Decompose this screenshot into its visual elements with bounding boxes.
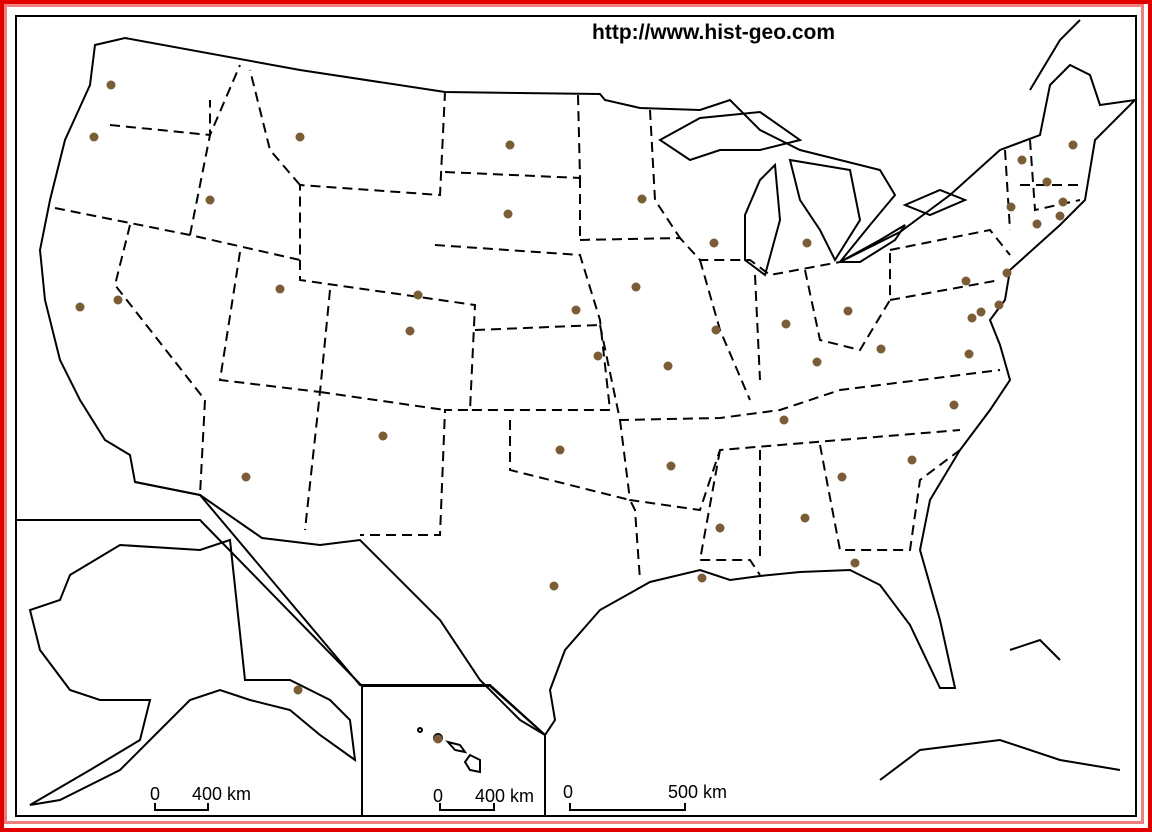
main-scale-label: 500 km <box>668 782 728 802</box>
capital-dot <box>697 573 707 583</box>
lake-superior <box>658 110 803 162</box>
capital-dot <box>1068 140 1078 150</box>
capital-dot <box>715 523 725 533</box>
lake-erie <box>839 224 906 263</box>
capital-dot <box>949 400 959 410</box>
capital-dot <box>711 325 721 335</box>
capital-dot <box>781 319 791 329</box>
map-frame-inner <box>4 4 1144 824</box>
hawaii-scale-bar <box>439 803 495 811</box>
capital-dot <box>1032 219 1042 229</box>
main-scale-zero: 0 <box>563 782 574 802</box>
capital-dot <box>637 194 647 204</box>
capital-dot <box>295 132 305 142</box>
capital-dot <box>850 558 860 568</box>
capital-dot <box>967 313 977 323</box>
lake-huron <box>788 158 862 263</box>
hawaii-islands <box>417 727 481 774</box>
alaska-outline <box>28 538 357 806</box>
capital-dot <box>205 195 215 205</box>
mexico-border <box>134 481 546 816</box>
hawaii-inset-box <box>362 685 546 736</box>
capital-dot <box>1002 268 1012 278</box>
us-outline <box>38 36 1138 737</box>
capital-dot <box>876 344 886 354</box>
capital-dot <box>1006 202 1016 212</box>
capital-dot <box>812 357 822 367</box>
capital-dot <box>555 445 565 455</box>
capital-dot <box>1058 197 1068 207</box>
capital-dot <box>631 282 641 292</box>
capital-dot <box>994 300 1004 310</box>
source-url: http://www.hist-geo.com <box>592 21 836 44</box>
alaska-scale-label: 400 km <box>192 784 252 804</box>
lake-michigan <box>744 162 782 277</box>
capital-dot <box>663 361 673 371</box>
capital-dot <box>709 238 719 248</box>
capital-dot <box>1042 177 1052 187</box>
capital-dot <box>413 290 423 300</box>
capital-dot <box>405 326 415 336</box>
capital-dot <box>503 209 513 219</box>
capital-dot <box>666 461 676 471</box>
canada-coast <box>879 19 1121 781</box>
capital-dot <box>837 472 847 482</box>
capital-dot <box>593 351 603 361</box>
capital-dot <box>976 307 986 317</box>
alaska-inset-box <box>16 519 363 816</box>
capital-dot <box>964 349 974 359</box>
capital-dot <box>505 140 515 150</box>
main-scale-bar <box>569 803 686 811</box>
capital-dot <box>378 431 388 441</box>
capital-dot <box>843 306 853 316</box>
capital-dot <box>549 581 559 591</box>
capital-dot <box>113 295 123 305</box>
lake-ontario <box>902 188 968 217</box>
map-border <box>15 15 1137 817</box>
capital-dot <box>779 415 789 425</box>
capital-dot <box>241 472 251 482</box>
capital-dot <box>907 455 917 465</box>
capital-dot <box>571 305 581 315</box>
state-borders <box>54 64 1081 581</box>
capital-dot <box>89 132 99 142</box>
capital-dot <box>1017 155 1027 165</box>
capital-dot <box>106 80 116 90</box>
capital-dot <box>1055 211 1065 221</box>
capital-dot <box>800 513 810 523</box>
capital-dot <box>802 238 812 248</box>
alaska-scale-zero: 0 <box>150 784 161 804</box>
hawaii-scale-zero: 0 <box>433 786 444 806</box>
capital-dot <box>961 276 971 286</box>
capital-dot <box>293 685 303 695</box>
capital-dot <box>75 302 85 312</box>
capital-dot <box>433 734 443 744</box>
hawaii-scale-label: 400 km <box>475 786 535 806</box>
alaska-scale-bar <box>154 803 209 811</box>
capital-dot <box>275 284 285 294</box>
capital-dots <box>75 80 1078 744</box>
